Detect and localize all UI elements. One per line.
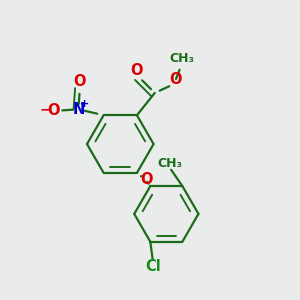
Text: O: O — [169, 72, 182, 87]
Text: O: O — [130, 63, 142, 78]
Text: +: + — [80, 99, 89, 109]
Text: Cl: Cl — [146, 259, 161, 274]
Text: O: O — [74, 74, 86, 89]
Text: O: O — [140, 172, 153, 187]
Text: CH₃: CH₃ — [157, 157, 182, 170]
Text: N: N — [72, 102, 85, 117]
Text: CH₃: CH₃ — [169, 52, 194, 65]
Text: O: O — [47, 103, 60, 118]
Text: −: − — [40, 103, 52, 117]
